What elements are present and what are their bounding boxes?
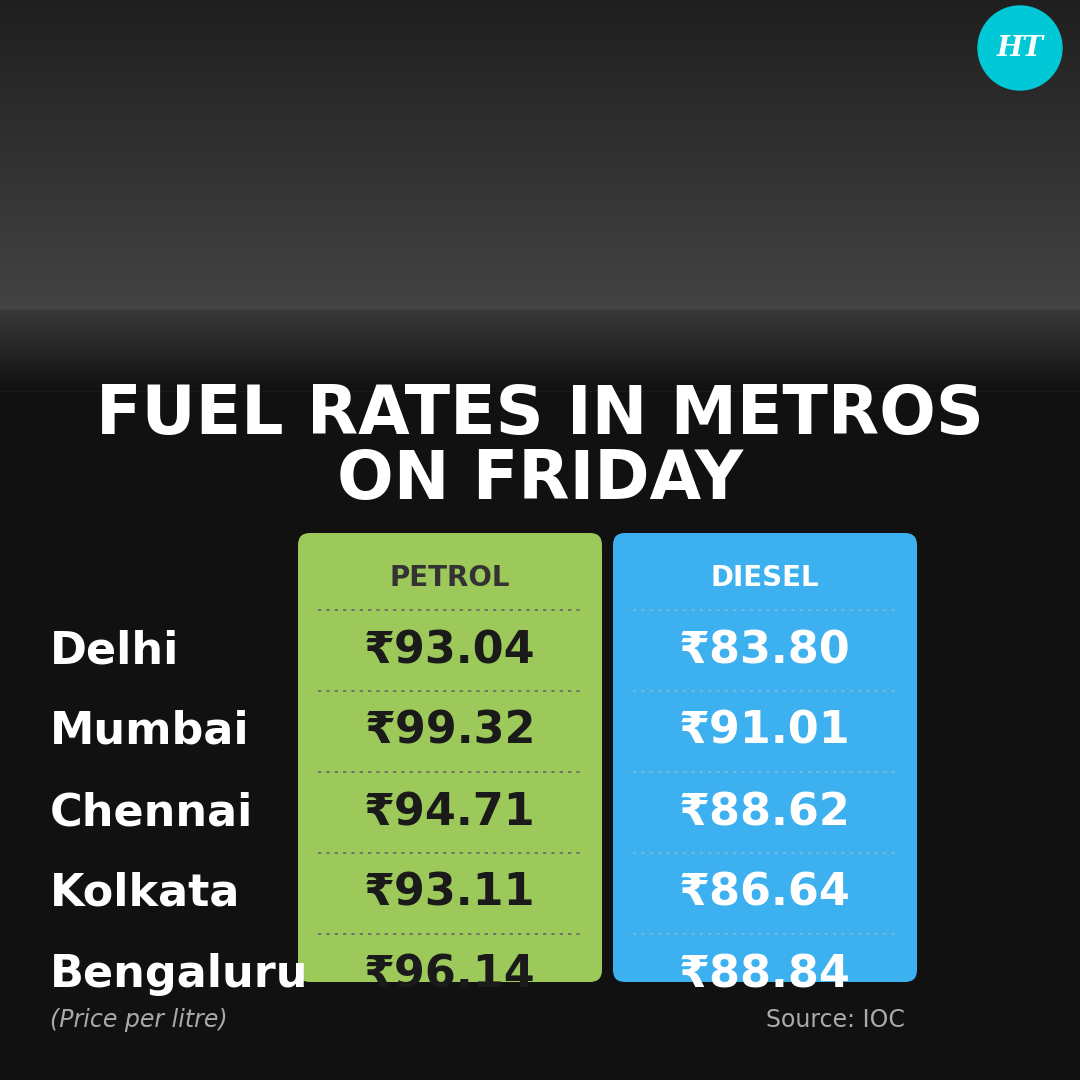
Text: ₹93.11: ₹93.11 <box>364 872 536 915</box>
FancyBboxPatch shape <box>613 534 917 982</box>
Text: ₹94.71: ₹94.71 <box>364 791 536 834</box>
Text: Bengaluru: Bengaluru <box>50 953 309 996</box>
Text: HT: HT <box>997 35 1043 62</box>
Text: Delhi: Delhi <box>50 629 179 672</box>
Text: DIESEL: DIESEL <box>711 564 820 592</box>
Text: ₹88.62: ₹88.62 <box>679 791 851 834</box>
Text: ₹91.01: ₹91.01 <box>679 710 851 753</box>
Text: ₹96.14: ₹96.14 <box>364 953 536 996</box>
Text: Kolkata: Kolkata <box>50 872 241 915</box>
Text: ₹93.04: ₹93.04 <box>364 629 536 672</box>
Text: ₹83.80: ₹83.80 <box>679 629 851 672</box>
Circle shape <box>978 6 1062 90</box>
Text: (Price per litre): (Price per litre) <box>50 1008 228 1032</box>
Text: Mumbai: Mumbai <box>50 710 249 753</box>
Text: ₹88.84: ₹88.84 <box>679 953 851 996</box>
Text: Chennai: Chennai <box>50 791 254 834</box>
Text: ₹99.32: ₹99.32 <box>364 710 536 753</box>
Text: PETROL: PETROL <box>390 564 510 592</box>
Text: ₹86.64: ₹86.64 <box>679 872 851 915</box>
Text: Source: IOC: Source: IOC <box>766 1008 905 1032</box>
FancyBboxPatch shape <box>298 534 602 982</box>
Text: FUEL RATES IN METROS: FUEL RATES IN METROS <box>96 382 984 448</box>
Text: ON FRIDAY: ON FRIDAY <box>337 447 743 513</box>
